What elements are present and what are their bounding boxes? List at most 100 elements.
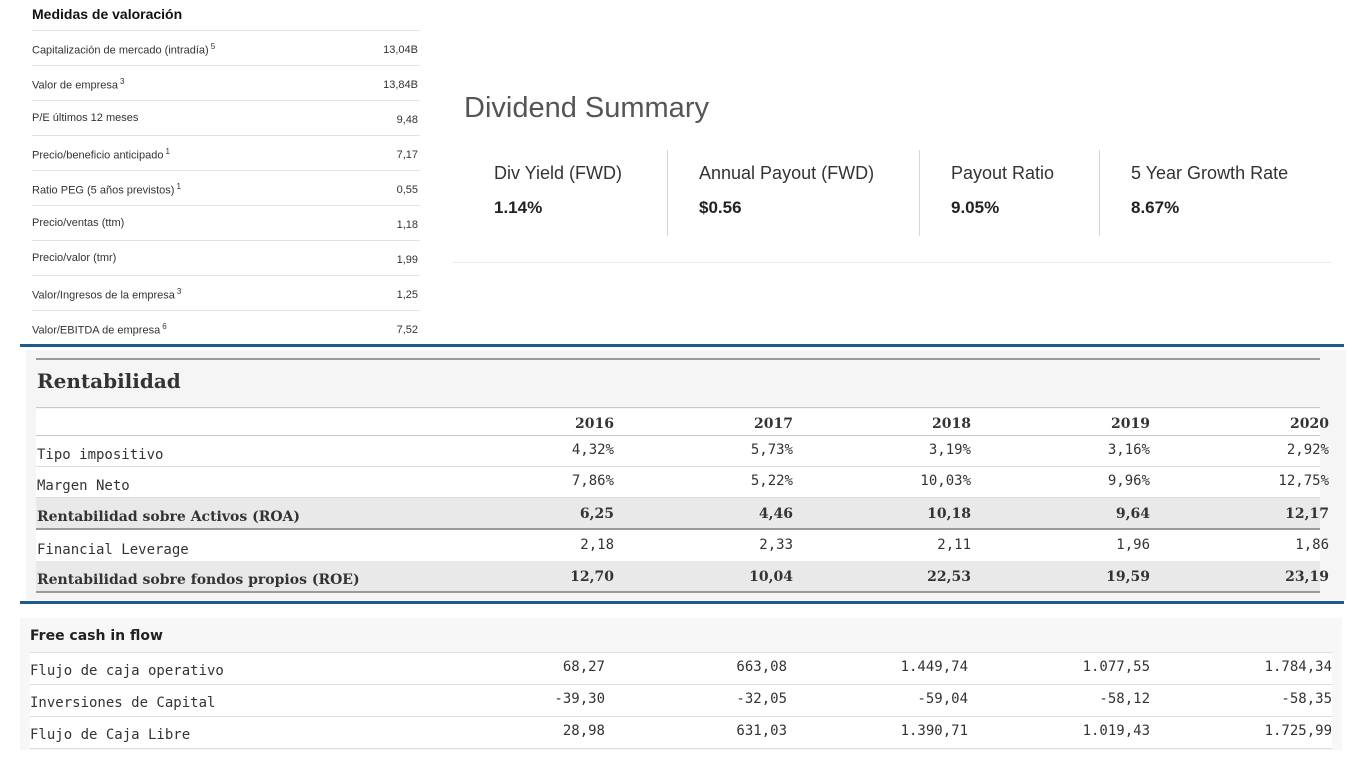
valuation-row: P/E últimos 12 meses 9,48 [32, 101, 420, 136]
profitability-header-row: 2016 2017 2018 2019 2020 [36, 409, 1329, 436]
footnote-marker: 3 [120, 77, 125, 86]
valuation-row-label-wrap: Capitalización de mercado (intradía) 5 [32, 42, 215, 57]
dividend-yield-label: Div Yield (FWD) [494, 163, 623, 183]
dividend-title: Dividend Summary [464, 92, 709, 124]
valuation-row: Ratio PEG (5 años previstos) 1 0,55 [32, 171, 420, 206]
valuation-row: Valor de empresa 3 13,84B [32, 66, 420, 101]
valuation-row-label: Precio/beneficio anticipado [32, 149, 164, 162]
cell-value: 10,18 [927, 506, 971, 522]
cell-value: 19,59 [1106, 569, 1150, 585]
payout-ratio-value: 9.05% [951, 198, 1000, 217]
valuation-row-label: Ratio PEG (5 años previstos) [32, 184, 175, 197]
year-header: 2020 [1290, 416, 1329, 432]
cell-value: -58,35 [1281, 691, 1332, 707]
valuation-row-value: 1,99 [396, 254, 418, 266]
table-row: Financial Leverage 2,18 2,33 2,11 1,96 1,86 [36, 530, 1329, 562]
valuation-title: Medidas de valoración [32, 0, 420, 31]
table-row: Inversiones de Capital -39,30 -32,05 -59,04… [30, 684, 1332, 716]
row-label: Tipo impositivo [37, 447, 164, 463]
cell-value: 28,98 [562, 723, 605, 739]
cell-value: 9,64 [1115, 506, 1150, 522]
cell-value: 1.784,34 [1264, 659, 1332, 675]
cell-value: 2,18 [580, 537, 614, 553]
cell-value: 10,04 [749, 569, 793, 585]
cell-value: 7,86% [571, 473, 614, 489]
growth-rate-value: 8.67% [1131, 198, 1180, 217]
cell-value: 4,32% [571, 442, 614, 458]
table-row: Flujo de Caja Libre 28,98 631,03 1.390,71 1.… [30, 716, 1332, 749]
cell-value: 2,11 [937, 537, 971, 553]
free-cash-flow-title: Free cash in flow [30, 628, 163, 644]
valuation-row-label-wrap: Valor/EBITDA de empresa 6 [32, 322, 167, 337]
cell-value: 1,86 [1295, 537, 1329, 553]
cell-value: 68,27 [562, 659, 605, 675]
valuation-row-label-wrap: Precio/valor (tmr) [32, 252, 116, 264]
footnote-marker: 6 [162, 322, 167, 331]
valuation-row-label-wrap: P/E últimos 12 meses [32, 112, 138, 124]
dividend-item-payout: Annual Payout (FWD) $0.56 [667, 150, 920, 236]
valuation-row-label-wrap: Valor de empresa 3 [32, 77, 124, 92]
cell-value: 3,16% [1107, 442, 1150, 458]
cell-value: 5,22% [750, 473, 793, 489]
valuation-row-label-wrap: Precio/beneficio anticipado 1 [32, 147, 170, 162]
cell-value: 1.725,99 [1264, 723, 1332, 739]
cell-value: 23,19 [1285, 569, 1329, 585]
table-row: Rentabilidad sobre Activos (ROA) 6,25 4,46… [36, 498, 1329, 530]
valuation-row: Valor/Ingresos de la empresa 3 1,25 [32, 276, 420, 311]
valuation-row-label: Valor/Ingresos de la empresa [32, 289, 175, 302]
valuation-row-value: 13,84B [383, 79, 418, 91]
row-label: Rentabilidad sobre fondos propios (ROE) [37, 572, 360, 588]
valuation-row-label: Capitalización de mercado (intradía) [32, 44, 209, 57]
cell-value: -58,12 [1099, 691, 1150, 707]
dividend-item-yield: Div Yield (FWD) 1.14% [452, 150, 667, 236]
cell-value: 9,96% [1107, 473, 1150, 489]
cell-value: 663,08 [736, 659, 787, 675]
valuation-row-label-wrap: Valor/Ingresos de la empresa 3 [32, 287, 181, 302]
cell-value: 631,03 [736, 723, 787, 739]
cell-value: -39,30 [554, 691, 605, 707]
valuation-row-value: 1,25 [396, 289, 418, 301]
cell-value: 22,53 [927, 569, 971, 585]
valuation-row-value: 1,18 [396, 219, 418, 231]
footnote-marker: 3 [176, 287, 182, 296]
row-label: Financial Leverage [37, 542, 189, 558]
valuation-row-label: Precio/ventas (ttm) [32, 217, 125, 229]
year-header: 2017 [754, 416, 793, 432]
valuation-row: Precio/ventas (ttm) 1,18 [32, 206, 420, 241]
row-label: Inversiones de Capital [30, 695, 216, 711]
cell-value: 12,75% [1278, 473, 1329, 489]
valuation-row: Capitalización de mercado (intradía) 5 13,… [32, 31, 420, 66]
year-header: 2016 [575, 416, 614, 432]
annual-payout-value: $0.56 [699, 198, 742, 217]
row-label: Flujo de Caja Libre [30, 727, 191, 743]
valuation-row: Precio/beneficio anticipado 1 7,17 [32, 136, 420, 171]
row-label: Flujo de caja operativo [30, 663, 224, 679]
cell-value: 1,96 [1116, 537, 1150, 553]
cell-value: 2,33 [759, 537, 793, 553]
payout-ratio-label: Payout Ratio [951, 163, 1055, 183]
cell-value: 1.019,43 [1082, 723, 1150, 739]
footnote-marker: 1 [165, 147, 170, 156]
dividend-yield-value: 1.14% [494, 198, 543, 217]
section-divider-top [20, 344, 1344, 347]
table-row: Margen Neto 7,86% 5,22% 10,03% 9,96% 12,75% [36, 467, 1329, 498]
row-label: Margen Neto [37, 478, 130, 494]
cell-value: 5,73% [750, 442, 793, 458]
dividend-summary-panel: Dividend Summary Div Yield (FWD) 1.14% A… [452, 80, 1332, 263]
valuation-row-value: 7,52 [396, 324, 418, 336]
valuation-row-label-wrap: Precio/ventas (ttm) [32, 217, 124, 229]
cell-value: 1.077,55 [1082, 659, 1150, 675]
footnote-marker: 1 [176, 182, 181, 191]
cell-value: 12,17 [1285, 506, 1329, 522]
row-label: Rentabilidad sobre Activos (ROA) [37, 509, 301, 525]
profitability-title: Rentabilidad [36, 358, 1320, 408]
valuation-row: Valor/EBITDA de empresa 6 7,52 [32, 311, 420, 345]
profitability-table: Rentabilidad 2016 2017 2018 2019 2020 Tipo im… [26, 350, 1346, 600]
valuation-row-value: 13,04B [383, 44, 418, 56]
valuation-row-value: 0,55 [396, 184, 418, 196]
section-divider-bottom [20, 601, 1344, 604]
footnote-marker: 5 [210, 42, 216, 51]
cell-value: 1.449,74 [900, 659, 968, 675]
cell-value: 10,03% [920, 473, 971, 489]
valuation-measures-panel: Medidas de valoración Capitalización de … [32, 0, 420, 345]
